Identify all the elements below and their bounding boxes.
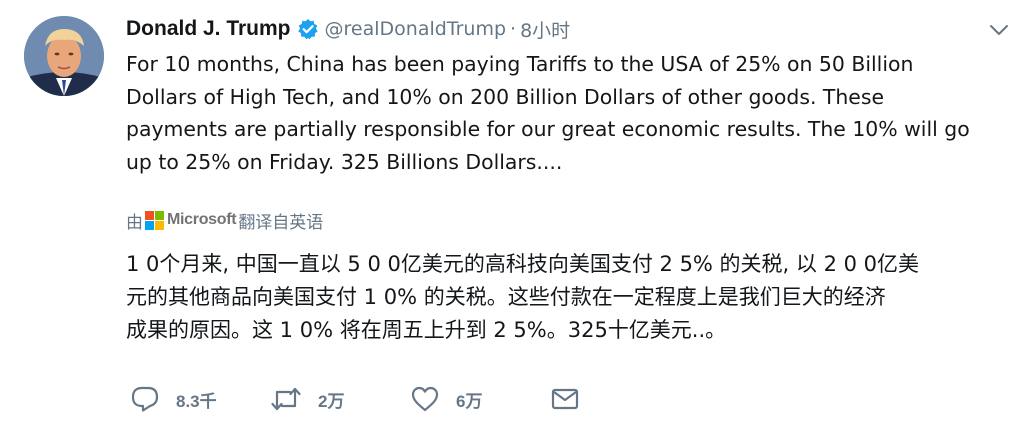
translation-suffix: 翻译自英语	[238, 212, 324, 233]
reply-button[interactable]: 8.3千	[130, 385, 270, 413]
retweet-count: 2万	[318, 391, 345, 411]
like-count: 6万	[456, 391, 483, 411]
tweet-header: Donald J. Trump @realDonaldTrump · 8小时	[126, 14, 570, 44]
user-handle[interactable]: @realDonaldTrump	[324, 18, 507, 40]
tweet-timestamp[interactable]: 8小时	[520, 19, 571, 42]
verified-badge-icon	[297, 18, 319, 40]
tweet-text: For 10 months, China has been paying Tar…	[126, 52, 970, 174]
like-button[interactable]: 6万	[410, 385, 550, 413]
translation-provider: Microsoft	[167, 211, 237, 228]
translation-prefix: 由	[126, 212, 143, 233]
display-name[interactable]: Donald J. Trump	[126, 17, 291, 40]
retweet-button[interactable]: 2万	[270, 385, 410, 413]
retweet-icon	[271, 387, 301, 411]
microsoft-logo-icon	[145, 210, 164, 230]
translated-text: 1 0个月来, 中国一直以 5 0 0亿美元的高科技向美国支付 2 5% 的关税…	[126, 252, 920, 342]
tweet-actions: 8.3千 2万 6万	[130, 384, 580, 414]
direct-message-button[interactable]	[550, 385, 580, 413]
header-separator: ·	[510, 18, 517, 40]
translation-attribution: 由 Microsoft 翻译自英语	[126, 207, 323, 233]
heart-icon	[411, 386, 439, 412]
avatar[interactable]	[24, 16, 104, 96]
chevron-down-icon[interactable]	[988, 22, 1010, 38]
reply-count: 8.3千	[176, 391, 217, 411]
message-icon	[551, 388, 579, 410]
reply-icon	[131, 386, 159, 412]
avatar-image	[24, 16, 104, 96]
